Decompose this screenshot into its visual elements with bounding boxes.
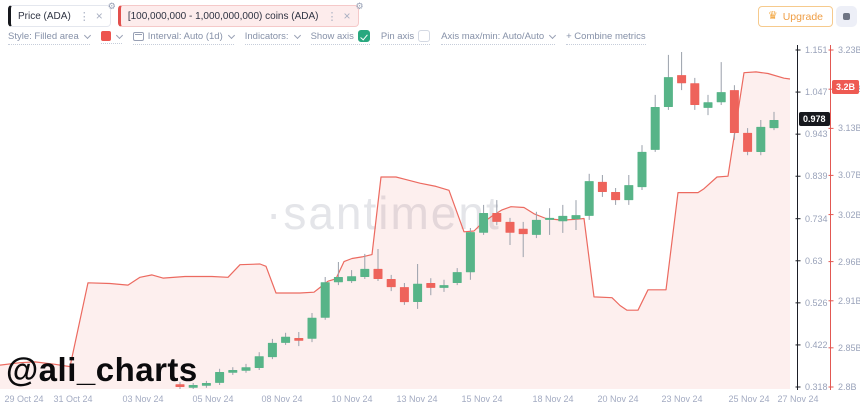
axis-tick-label: 2.91B — [838, 295, 860, 306]
combine-metrics-button[interactable]: + Combine metrics — [566, 30, 646, 45]
chevron-down-icon — [83, 31, 91, 39]
date-tick-label: 15 Nov 24 — [461, 394, 503, 404]
axis-tick-label: 2.85B — [838, 342, 860, 353]
date-tick-label: 29 Oct 24 — [4, 394, 44, 404]
date-tick-label: 31 Oct 24 — [53, 394, 93, 404]
date-tick-label: 23 Nov 24 — [661, 394, 703, 404]
axis-tick-label: 3.23B — [838, 45, 860, 55]
close-icon[interactable]: × — [343, 9, 351, 23]
date-tick-label: 25 Nov 24 — [728, 394, 770, 404]
pin-axis-toggle[interactable]: Pin axis — [380, 30, 431, 45]
date-tick-label: 03 Nov 24 — [122, 394, 164, 404]
upgrade-button[interactable]: ♛ Upgrade — [757, 6, 833, 27]
indicators-dropdown-label: Indicators: — [244, 30, 289, 42]
chevron-down-icon — [115, 31, 123, 39]
show-axis-toggle[interactable]: Show axis — [310, 30, 370, 45]
author-watermark: @ali_charts — [6, 351, 198, 388]
axis-tick-label: 0.734 — [805, 213, 828, 224]
date-tick-label: 08 Nov 24 — [261, 394, 303, 404]
style-dropdown[interactable]: Style: Filled area — [8, 30, 91, 45]
axis-tick-label: 2.8B — [838, 382, 857, 392]
date-tick-label: 20 Nov 24 — [597, 394, 639, 404]
date-tick-label: 27 Nov 24 — [777, 394, 819, 404]
metric-chip-supply-label: [100,000,000 - 1,000,000,000) coins (ADA… — [127, 10, 319, 22]
kebab-menu-icon[interactable]: ⋮ — [78, 10, 90, 23]
show-axis-checkbox[interactable] — [357, 30, 370, 42]
style-dropdown-label: Style: Filled area — [8, 30, 79, 42]
date-tick-label: 10 Nov 24 — [331, 394, 373, 404]
date-tick-label: 05 Nov 24 — [192, 394, 234, 404]
axis-maxmin-label: Axis max/min: Auto/Auto — [441, 30, 545, 42]
axis-tick-label: 0.318 — [805, 382, 828, 392]
close-icon[interactable]: × — [95, 9, 103, 23]
chevron-down-icon — [227, 31, 235, 39]
combine-metrics-label: + Combine metrics — [566, 30, 646, 42]
axis-tick-label: 3.13B — [838, 123, 860, 134]
axis-tick-label: 3.02B — [838, 209, 860, 220]
current-price-badge: 0.978 — [799, 112, 830, 126]
current-supply-badge: 3.2B — [832, 80, 860, 94]
chevron-down-icon — [293, 31, 301, 39]
axis-tick-label: 0.526 — [805, 297, 828, 308]
settings-glyph-icon — [843, 13, 850, 20]
axis-tick-label: 1.151 — [805, 45, 828, 55]
color-swatch-dropdown[interactable] — [100, 31, 123, 44]
pin-axis-label: Pin axis — [380, 30, 415, 42]
metric-chip-supply[interactable]: [100,000,000 - 1,000,000,000) coins (ADA… — [117, 1, 364, 27]
upgrade-button-label: Upgrade — [782, 10, 823, 23]
interval-dropdown[interactable]: Interval: Auto (1d) — [132, 30, 235, 45]
chart-toolbar: Style: Filled area Interval: Auto (1d) I… — [8, 30, 646, 45]
axis-tick-label: 0.943 — [805, 129, 828, 140]
axis-tick-label: 1.047 — [805, 87, 828, 98]
santiment-watermark: ·santiment — [266, 187, 501, 239]
pin-axis-checkbox[interactable] — [418, 30, 431, 42]
calendar-icon — [132, 31, 144, 41]
axis-tick-label: 2.96B — [838, 256, 860, 267]
metric-chips-row: Price (ADA) ⋮ × ⚙ [100,000,000 - 1,000,0… — [8, 1, 364, 27]
metric-chip-price-label: Price (ADA) — [18, 10, 71, 22]
crown-icon: ♛ — [767, 10, 778, 22]
show-axis-label: Show axis — [310, 30, 354, 42]
date-tick-label: 13 Nov 24 — [396, 394, 438, 404]
color-swatch — [100, 31, 111, 41]
kebab-menu-icon[interactable]: ⋮ — [326, 10, 338, 23]
axis-tick-label: 3.07B — [838, 170, 860, 181]
date-tick-label: 18 Nov 24 — [532, 394, 574, 404]
interval-dropdown-label: Interval: Auto (1d) — [147, 30, 223, 42]
gear-icon[interactable]: ⚙ — [107, 1, 116, 11]
indicators-dropdown[interactable]: Indicators: — [244, 30, 301, 45]
chart-canvas[interactable] — [0, 45, 860, 400]
metric-chip-price[interactable]: Price (ADA) ⋮ × ⚙ — [8, 1, 116, 27]
axis-tick-label: 0.63 — [805, 255, 823, 266]
chart-settings-button[interactable] — [836, 6, 857, 27]
gear-icon[interactable]: ⚙ — [355, 1, 364, 11]
axis-tick-label: 0.422 — [805, 339, 828, 350]
axis-maxmin-dropdown[interactable]: Axis max/min: Auto/Auto — [441, 30, 557, 45]
chevron-down-icon — [549, 31, 557, 39]
axis-tick-label: 0.839 — [805, 171, 828, 182]
